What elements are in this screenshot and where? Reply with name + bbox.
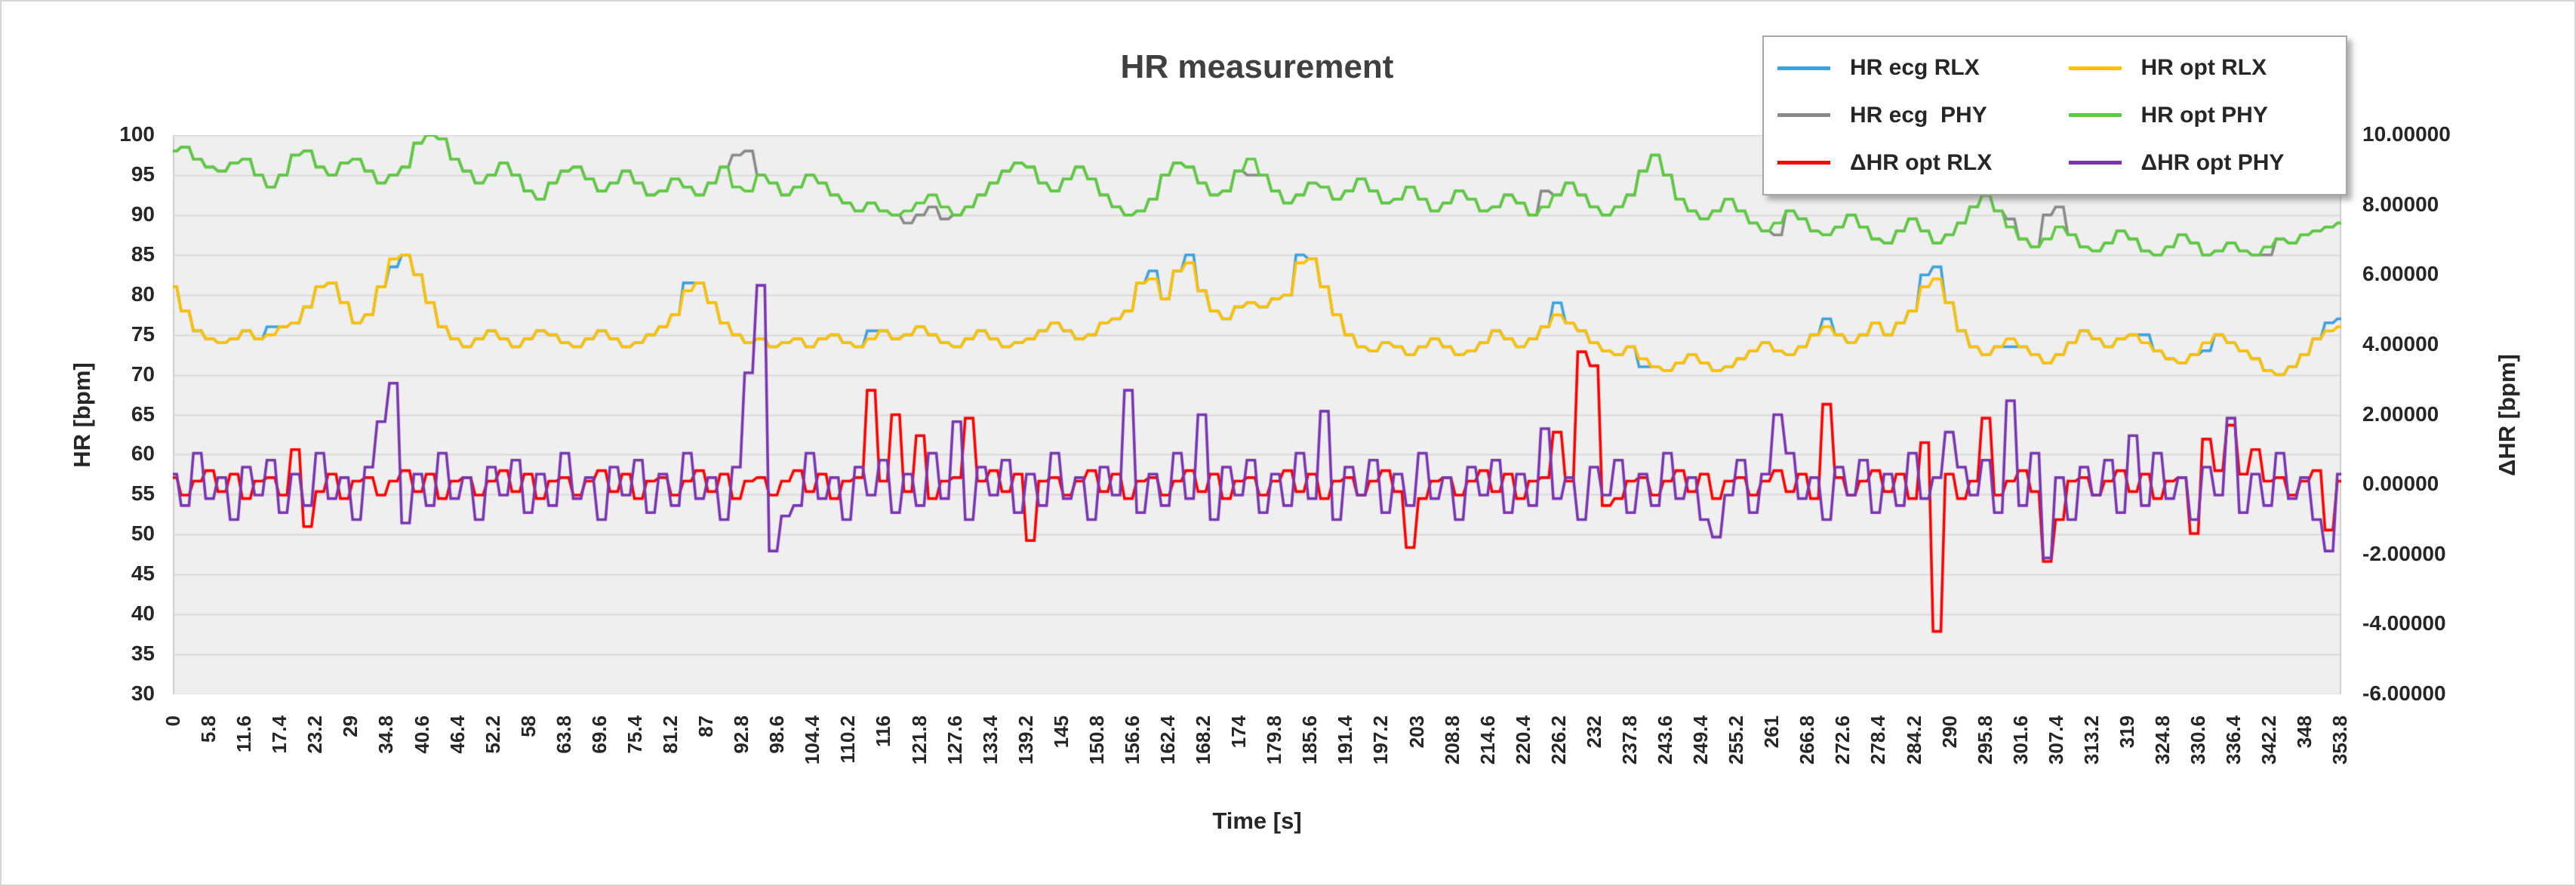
y-axis-left-tick: 60 (131, 441, 155, 466)
y-axis-right-tick: 10.00000 (2362, 122, 2451, 146)
legend-item: ΔHR opt RLX (1764, 139, 2055, 186)
legend-item: HR opt PHY (2055, 92, 2347, 140)
y-axis-left-tick: 45 (131, 561, 155, 586)
y-axis-left-tick: 55 (131, 481, 155, 506)
legend-item: HR ecg RLX (1764, 45, 2055, 92)
y-axis-right-tick: 2.00000 (2362, 401, 2439, 426)
legend-label: HR ecg PHY (1850, 102, 1987, 128)
chart-legend: HR ecg RLX HR opt RLX HR ecg PHY HR opt PHY… (1762, 35, 2347, 195)
y-axis-left-tick: 35 (131, 641, 155, 666)
y-axis-left-tick: 70 (131, 361, 155, 386)
legend-line-swatch (2068, 161, 2122, 165)
y-axis-right-tick: 0.00000 (2362, 472, 2439, 496)
legend-line-swatch (2068, 66, 2122, 70)
y-axis-left-tick: 50 (131, 521, 155, 546)
legend-line-swatch (1777, 66, 1830, 70)
y-axis-left-tick: 80 (131, 281, 155, 306)
legend-item: ΔHR opt PHY (2055, 139, 2347, 186)
legend-item: HR ecg PHY (1764, 92, 2055, 140)
y-axis-right-tick: 4.00000 (2362, 331, 2439, 355)
legend-line-swatch (1777, 113, 1830, 118)
legend-label: HR ecg RLX (1850, 55, 1980, 81)
y-axis-left-tick: 40 (131, 601, 155, 626)
legend-line-swatch (1777, 161, 1830, 165)
y-axis-left-tick: 65 (131, 401, 155, 426)
y-axis-right-tick: 8.00000 (2362, 192, 2439, 216)
legend-label: ΔHR opt RLX (1850, 149, 1993, 175)
y-axis-right-tick: 6.00000 (2362, 262, 2439, 286)
y-axis-left-tick: 75 (131, 321, 155, 346)
chart-title: HR measurement (1120, 48, 1394, 85)
y-axis-left-tick: 85 (131, 241, 155, 266)
y-axis-right-tick: -6.00000 (2362, 681, 2446, 705)
y-axis-left-tick: 95 (131, 162, 155, 186)
y-axis-right-tick: -2.00000 (2362, 541, 2446, 565)
x-axis-title: Time [s] (1212, 808, 1302, 834)
legend-label: HR opt PHY (2141, 102, 2268, 128)
y-axis-left-title: HR [bpm] (69, 362, 95, 468)
legend-label: HR opt RLX (2141, 55, 2267, 81)
legend-line-swatch (2068, 113, 2122, 118)
y-axis-left-tick: 30 (131, 681, 155, 705)
legend-label: ΔHR opt PHY (2141, 149, 2285, 175)
y-axis-right-title: ΔHR [bpm] (2494, 354, 2520, 476)
y-axis-left-tick: 100 (119, 122, 155, 146)
y-axis-right-tick: -4.00000 (2362, 611, 2446, 635)
y-axis-left-tick: 90 (131, 202, 155, 226)
legend-item: HR opt RLX (2055, 45, 2347, 92)
plot-area (173, 135, 2341, 694)
